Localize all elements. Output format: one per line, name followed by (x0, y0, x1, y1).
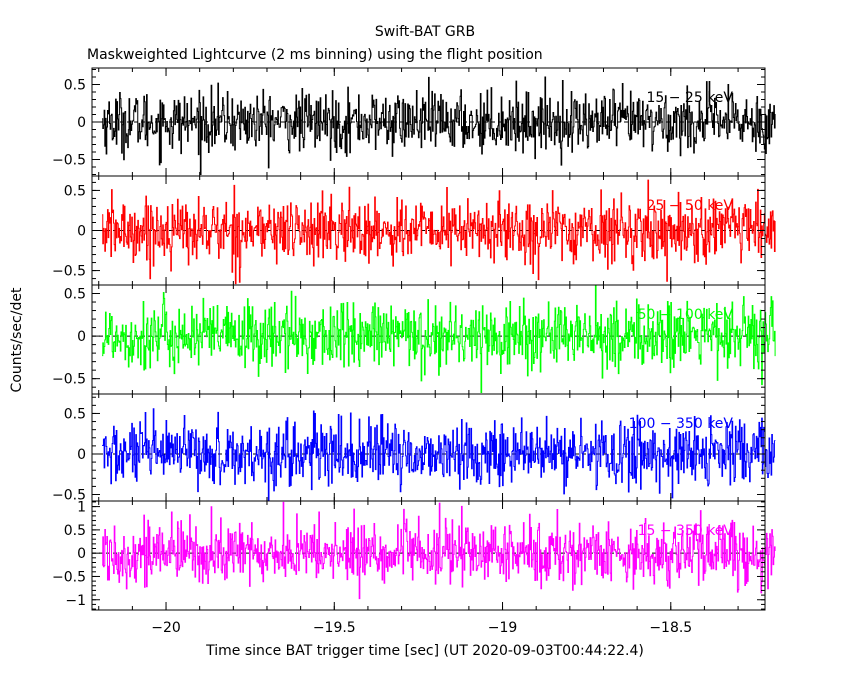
x-tick-label: −18.5 (649, 620, 692, 636)
series-line-panel-1 (102, 76, 776, 175)
y-tick-label: 0 (77, 447, 86, 463)
y-tick-label: 1 (77, 500, 86, 516)
band-label-panel-3: 50 − 100 keV (638, 307, 734, 323)
y-tick-label: −0.5 (52, 569, 86, 585)
y-tick-label: 0.5 (64, 183, 86, 199)
chart-subtitle: Maskweighted Lightcurve (2 ms binning) u… (87, 47, 543, 63)
x-tick-label: −19 (488, 620, 518, 636)
y-tick-label: 0.5 (64, 523, 86, 539)
panel-3: −0.5 0 0.5 50 − 100 keV (52, 284, 776, 395)
x-axis-label: Time since BAT trigger time [sec] (UT 20… (205, 643, 644, 659)
y-tick-label: 0.5 (64, 78, 86, 94)
y-tick-label: −0.5 (52, 488, 86, 504)
y-tick-label: −0.5 (52, 264, 86, 280)
series-line-panel-4 (102, 408, 776, 502)
y-tick-label: −0.5 (52, 153, 86, 169)
y-tick-label: −1 (65, 593, 86, 609)
panel-4: −0.5 0 0.5 100 − 350 keV (52, 393, 776, 504)
x-tick-label: −19.5 (313, 620, 356, 636)
x-axis-labels: −20 −19.5 −19 −18.5 (151, 620, 692, 636)
y-axis-label: Counts/sec/det (9, 287, 25, 392)
panel-1: −0.5 0 0.5 15 − 25 keV (52, 67, 776, 177)
y-tick-label: 0.5 (64, 406, 86, 422)
panel-2: −0.5 0 0.5 25 − 50 keV (52, 175, 776, 286)
x-tick-label: −20 (151, 620, 181, 636)
panel-5: −1 −0.5 0 0.5 1 15 − 350 keV (52, 500, 776, 611)
series-line-panel-2 (102, 179, 776, 285)
y-tick-label: 0 (77, 224, 86, 240)
y-tick-label: −0.5 (52, 372, 86, 388)
panel-frame (91, 500, 766, 611)
band-label-panel-1: 15 − 25 keV (646, 90, 733, 106)
y-tick-label: 0.5 (64, 287, 86, 303)
series-line-panel-3 (102, 284, 776, 393)
y-tick-label: 0 (77, 329, 86, 345)
panels-group: −0.500.515 − 25 keV−0.500.525 − 50 keV−0… (52, 67, 776, 611)
series-line-panel-5 (102, 501, 776, 600)
band-label-panel-2: 25 − 50 keV (646, 198, 733, 214)
y-tick-label: 0 (77, 546, 86, 562)
y-tick-label: 0 (77, 115, 86, 131)
band-label-panel-4: 100 − 350 keV (629, 416, 734, 432)
band-label-panel-5: 15 − 350 keV (638, 523, 734, 539)
chart-title: Swift-BAT GRB (375, 24, 475, 40)
